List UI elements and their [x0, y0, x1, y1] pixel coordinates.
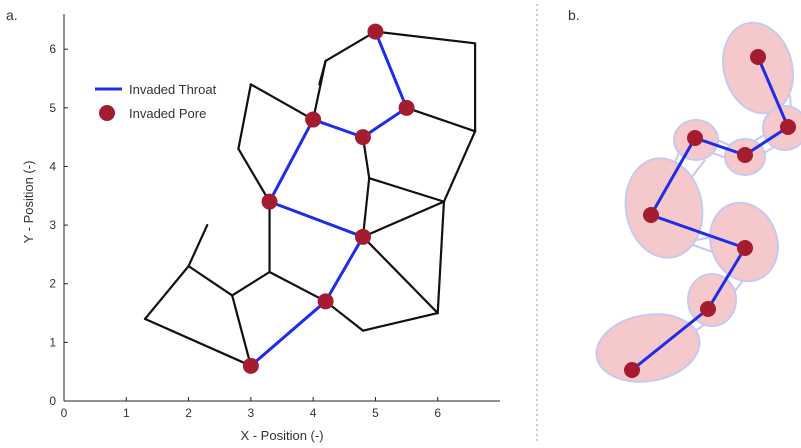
pore-bodies: [595, 21, 801, 383]
invaded-throat: [361, 106, 409, 139]
invaded-throat: [268, 118, 315, 204]
invaded-throat: [373, 30, 409, 110]
invaded-path: [631, 56, 790, 372]
network-edge: [442, 130, 477, 203]
network-edge: [361, 235, 439, 315]
x-tick-label: 2: [185, 406, 192, 420]
y-tick-label: 3: [49, 218, 56, 232]
invaded-pore-marker: [737, 147, 753, 163]
y-tick-label: 5: [49, 101, 56, 115]
panel-b-label: b.: [568, 7, 580, 23]
y-tick-label: 0: [49, 394, 56, 408]
invaded-pore-markers: [624, 49, 796, 378]
axes: 0 1 2 3 4 5 6 0 1 2 3 4 5 6: [49, 14, 500, 420]
network-edge: [361, 311, 439, 332]
y-tick-label: 4: [49, 159, 56, 173]
network-edge: [324, 30, 377, 63]
pore-body: [595, 313, 701, 383]
invaded-pore-marker: [700, 301, 716, 317]
invaded-pore: [354, 228, 371, 245]
invaded-pores: [242, 23, 415, 374]
network-edge: [187, 265, 234, 297]
invaded-pore: [367, 23, 384, 40]
legend-throat-label: Invaded Throat: [129, 82, 217, 97]
x-tick-label: 5: [372, 406, 379, 420]
network-edge: [231, 270, 271, 297]
invaded-pore-marker: [643, 207, 659, 223]
invaded-pore: [305, 111, 322, 128]
network-edge: [143, 317, 252, 367]
invaded-pore: [398, 99, 415, 116]
network-edge: [361, 177, 371, 238]
invaded-pore-marker: [687, 130, 703, 146]
x-tick-label: 0: [61, 406, 68, 420]
pore-body-illustration: [595, 21, 801, 383]
network-edge: [237, 83, 252, 150]
network-edge: [249, 83, 315, 121]
invaded-throat: [324, 235, 365, 303]
invaded-pore-marker: [737, 240, 753, 256]
legend-pore-swatch: [99, 105, 115, 121]
legend-pore-label: Invaded Pore: [129, 106, 206, 121]
x-tick-label: 6: [434, 406, 441, 420]
network-edge: [143, 265, 190, 321]
y-tick-label: 1: [49, 335, 56, 349]
invaded-pore-marker: [750, 49, 766, 65]
network-edge: [368, 177, 446, 203]
x-tick-label: 1: [123, 406, 130, 420]
y-tick-label: 2: [49, 277, 56, 291]
network-edge: [237, 147, 271, 203]
invaded-throat: [311, 118, 365, 139]
network-edge: [268, 270, 327, 303]
y-axis-label: Y - Position (-): [21, 161, 36, 244]
network-edge: [405, 106, 477, 133]
network-edge: [436, 200, 446, 315]
legend: Invaded Throat Invaded Pore: [95, 82, 217, 121]
network-edge: [374, 30, 477, 45]
invaded-throats: [249, 30, 409, 368]
invaded-pore-marker: [780, 119, 796, 135]
network-edge: [187, 223, 209, 268]
invaded-pore: [317, 293, 334, 310]
network-edge: [231, 294, 252, 367]
x-axis-label: X - Position (-): [240, 428, 323, 443]
x-tick-label: 4: [310, 406, 317, 420]
network-edge: [318, 59, 327, 86]
network-edge: [361, 200, 446, 238]
x-tick-label: 3: [248, 406, 255, 420]
pore-body: [624, 157, 704, 259]
invaded-pore: [354, 129, 371, 146]
invaded-pore-marker: [624, 362, 640, 378]
panel-a-label: a.: [6, 7, 18, 23]
y-tick-label: 6: [49, 42, 56, 56]
invaded-pore: [242, 357, 259, 374]
invaded-throat: [268, 200, 365, 239]
invaded-pore: [261, 193, 278, 210]
invaded-throat: [249, 299, 328, 368]
